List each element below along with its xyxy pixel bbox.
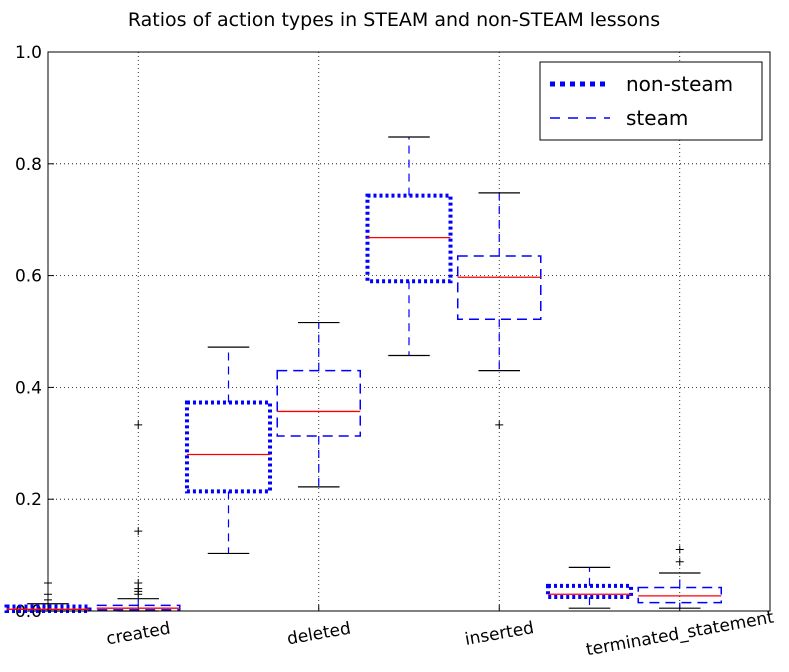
y-tick-label: 0.2: [15, 490, 42, 510]
box: [365, 193, 453, 284]
flier: [134, 527, 143, 536]
legend-frame: [539, 61, 763, 141]
y-tick-label: 0.4: [15, 378, 42, 398]
y-tick-label: 0.8: [15, 155, 42, 175]
box: [456, 255, 542, 320]
chart-title: Ratios of action types in STEAM and non-…: [128, 9, 660, 31]
legend-label: steam: [626, 106, 688, 130]
flier: [675, 557, 684, 566]
box: [276, 369, 362, 437]
y-tick-label: 0.6: [15, 267, 42, 287]
box: [184, 400, 273, 494]
y-tick-label: 0.0: [15, 602, 42, 622]
flier: [675, 545, 684, 554]
flier: [495, 420, 504, 429]
legend-label: non-steam: [626, 72, 733, 96]
flier: [134, 579, 143, 588]
flier: [134, 420, 143, 429]
box: [637, 586, 723, 604]
plot-frame: [47, 51, 771, 612]
y-tick-label: 1.0: [15, 43, 42, 63]
box: [545, 583, 634, 600]
